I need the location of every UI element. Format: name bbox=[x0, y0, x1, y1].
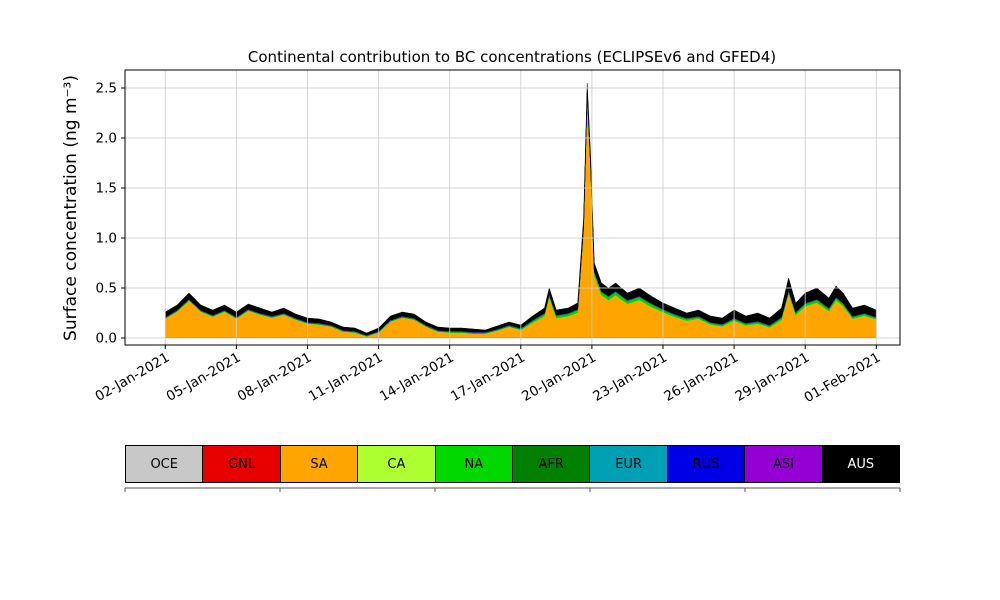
legend-item-EUR: EUR bbox=[589, 445, 668, 483]
x-tick-label: 02-Jan-2021 bbox=[93, 350, 173, 405]
y-axis-label: Surface concentration (ng m⁻³) bbox=[61, 75, 81, 341]
x-tick-label: 29-Jan-2021 bbox=[732, 350, 812, 405]
legend-label-NA: NA bbox=[464, 456, 484, 472]
y-tick-label: 1.0 bbox=[96, 231, 117, 247]
plot-frame bbox=[124, 69, 901, 346]
legend-item-CA: CA bbox=[357, 445, 436, 483]
legend-label-ASI: ASI bbox=[772, 456, 794, 472]
y-tick-label: 0.0 bbox=[96, 331, 117, 347]
x-tick-label: 08-Jan-2021 bbox=[235, 350, 315, 405]
legend-item-NA: NA bbox=[434, 445, 514, 483]
x-tick-label: 17-Jan-2021 bbox=[448, 350, 528, 405]
legend-label-AFR: AFR bbox=[538, 456, 564, 472]
y-tick-label: 2.0 bbox=[96, 131, 117, 147]
x-tick-label: 23-Jan-2021 bbox=[590, 350, 670, 405]
legend-item-RUS: RUS bbox=[666, 445, 746, 483]
x-tick-label: 01-Feb-2021 bbox=[802, 350, 884, 406]
legend-label-GNL: GNL bbox=[228, 456, 256, 472]
x-tick-label: 14-Jan-2021 bbox=[377, 350, 457, 405]
y-tick-label: 0.5 bbox=[96, 281, 117, 297]
y-tick-label: 1.5 bbox=[96, 181, 117, 197]
chart-title: Continental contribution to BC concentra… bbox=[247, 48, 777, 66]
x-tick-label: 26-Jan-2021 bbox=[661, 350, 741, 405]
x-tick-label: 11-Jan-2021 bbox=[306, 350, 386, 405]
legend-label-OCE: OCE bbox=[150, 456, 178, 472]
legend-label-CA: CA bbox=[387, 456, 406, 472]
legend-item-GNL: GNL bbox=[202, 445, 281, 483]
legend-item-AFR: AFR bbox=[512, 445, 591, 483]
legend-label-RUS: RUS bbox=[692, 456, 720, 472]
x-tick-label: 05-Jan-2021 bbox=[164, 350, 244, 405]
legend-label-SA: SA bbox=[310, 456, 328, 472]
legend-label-AUS: AUS bbox=[847, 456, 875, 472]
legend-item-OCE: OCE bbox=[125, 445, 204, 483]
legend: OCE GNL SA CA NA AFR EUR RUS ASI AUS bbox=[125, 445, 901, 483]
legend-item-SA: SA bbox=[279, 445, 359, 483]
legend-label-EUR: EUR bbox=[615, 456, 643, 472]
x-tick-label: 20-Jan-2021 bbox=[519, 350, 599, 405]
y-tick-label: 2.5 bbox=[96, 81, 117, 97]
legend-item-ASI: ASI bbox=[744, 445, 823, 483]
legend-item-AUS: AUS bbox=[821, 445, 901, 483]
